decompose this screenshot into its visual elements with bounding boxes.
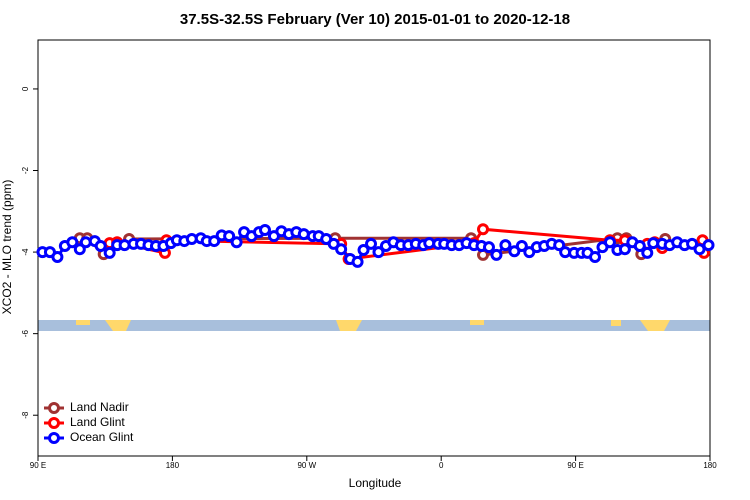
data-point xyxy=(693,243,706,256)
x-tick-label: 90 E xyxy=(567,461,583,470)
map-strip xyxy=(38,320,710,331)
data-point xyxy=(230,236,243,249)
data-point xyxy=(482,241,495,254)
data-point xyxy=(94,239,107,252)
y-tick-label: -6 xyxy=(21,330,30,338)
data-point xyxy=(477,223,490,236)
chart-title: 37.5S-32.5S February (Ver 10) 2015-01-01… xyxy=(180,11,570,28)
y-axis-label: XCO2 - MLO trend (ppm) xyxy=(0,180,14,315)
data-point xyxy=(335,243,348,256)
data-point xyxy=(508,245,521,258)
y-tick-label: -8 xyxy=(21,411,30,419)
x-tick-label: 180 xyxy=(703,461,717,470)
data-point xyxy=(66,236,79,249)
legend-marker xyxy=(48,417,60,429)
data-point xyxy=(223,230,236,243)
data-point xyxy=(327,237,340,250)
x-tick-label: 90 W xyxy=(297,461,316,470)
legend-marker xyxy=(48,432,60,444)
data-point xyxy=(490,248,503,261)
x-tick-label: 90 E xyxy=(30,461,46,470)
data-point xyxy=(515,239,528,252)
x-tick-label: 180 xyxy=(166,461,180,470)
y-tick-label: -2 xyxy=(21,166,30,174)
legend-label: Ocean Glint xyxy=(70,430,134,444)
data-point xyxy=(633,239,646,252)
data-point xyxy=(51,250,64,263)
data-point xyxy=(365,237,378,250)
y-tick-label: -4 xyxy=(21,248,30,256)
data-point xyxy=(499,239,512,252)
legend-marker xyxy=(48,402,60,414)
data-point xyxy=(351,255,364,268)
data-point xyxy=(258,224,271,237)
data-point xyxy=(208,235,221,248)
legend-label: Land Glint xyxy=(70,415,125,429)
y-tick-label: 0 xyxy=(21,86,30,91)
data-point xyxy=(686,237,699,250)
data-point xyxy=(103,246,116,259)
data-point xyxy=(372,246,385,259)
data-point xyxy=(589,250,602,263)
x-axis-label: Longitude xyxy=(349,476,402,490)
data-point xyxy=(702,239,715,252)
data-point xyxy=(618,243,631,256)
data-point xyxy=(357,244,370,257)
data-point xyxy=(603,236,616,249)
legend-label: Land Nadir xyxy=(70,400,129,414)
data-point xyxy=(641,246,654,259)
x-tick-label: 0 xyxy=(439,461,444,470)
